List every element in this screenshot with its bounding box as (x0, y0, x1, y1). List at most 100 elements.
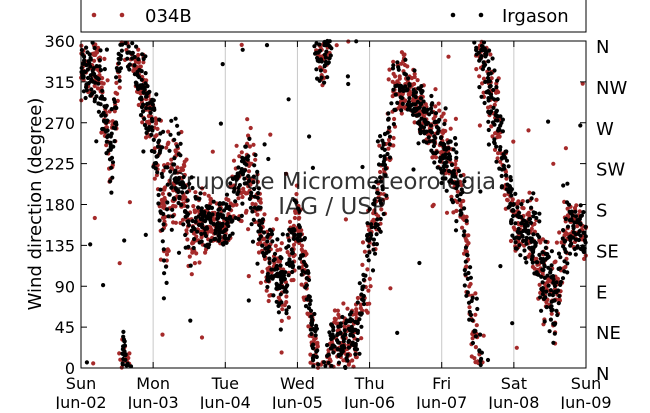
point-irgason (555, 312, 560, 318)
point-irgason (429, 110, 434, 115)
point-034b (147, 121, 152, 126)
point-irgason (88, 64, 93, 69)
point-irgason (100, 88, 105, 93)
point-irgason (355, 337, 360, 343)
point-irgason (79, 65, 84, 71)
point-irgason (152, 149, 157, 154)
point-034b (136, 102, 141, 108)
point-irgason (552, 331, 557, 336)
point-irgason (255, 195, 260, 200)
point-irgason (509, 221, 514, 226)
point-irgason (441, 141, 446, 146)
point-irgason (83, 95, 88, 101)
point-irgason (325, 42, 330, 47)
point-irgason (157, 117, 162, 122)
point-irgason (121, 344, 126, 349)
point-034b (240, 194, 245, 200)
point-irgason (240, 47, 245, 52)
point-034b (160, 332, 165, 337)
point-irgason (418, 102, 424, 107)
point-irgason (325, 353, 330, 358)
point-irgason (217, 202, 222, 207)
point-irgason (380, 138, 385, 143)
point-irgason (508, 178, 514, 183)
point-irgason (395, 60, 400, 65)
point-irgason (183, 209, 188, 214)
point-irgason (571, 230, 576, 235)
point-irgason (568, 238, 573, 243)
point-034b (504, 176, 509, 181)
point-irgason (192, 237, 197, 242)
point-irgason (151, 137, 156, 142)
point-irgason (463, 245, 469, 250)
point-irgason (413, 102, 418, 107)
point-irgason (300, 269, 305, 274)
point-034b (323, 69, 328, 74)
point-irgason (546, 283, 551, 288)
legend-marker-034b (91, 12, 97, 18)
point-irgason (110, 144, 115, 149)
point-034b (279, 241, 284, 246)
point-irgason (518, 253, 523, 258)
point-irgason (193, 194, 198, 200)
point-irgason (287, 227, 292, 232)
point-irgason (537, 219, 542, 224)
point-034b (502, 193, 507, 198)
point-irgason (322, 360, 327, 365)
point-irgason (331, 328, 336, 333)
point-034b (199, 335, 205, 340)
x-tick-label-day: Tue (211, 374, 239, 393)
point-irgason (422, 117, 427, 122)
point-irgason (149, 99, 154, 104)
point-irgason (89, 77, 94, 82)
point-irgason (552, 283, 558, 289)
point-034b (282, 303, 287, 308)
point-034b (275, 248, 280, 253)
point-irgason (567, 251, 573, 256)
point-irgason (365, 237, 370, 242)
point-irgason (329, 46, 334, 51)
point-034b (386, 77, 391, 82)
point-irgason (454, 150, 459, 155)
point-irgason (346, 345, 352, 350)
point-034b (399, 111, 404, 116)
point-irgason (486, 66, 492, 71)
point-irgason (510, 213, 516, 219)
point-irgason (84, 45, 89, 50)
point-irgason (277, 301, 282, 306)
point-irgason (434, 150, 439, 155)
point-irgason (432, 160, 437, 165)
point-irgason (186, 219, 191, 224)
point-irgason (494, 85, 499, 90)
point-irgason (513, 191, 518, 196)
point-034b (244, 208, 249, 213)
point-irgason (199, 231, 204, 237)
point-irgason (494, 159, 499, 164)
point-irgason (92, 80, 98, 85)
point-034b (296, 216, 301, 221)
point-irgason (276, 310, 281, 315)
point-irgason (564, 200, 570, 205)
point-034b (167, 178, 172, 183)
point-irgason (367, 250, 372, 255)
point-irgason (297, 225, 302, 230)
point-irgason (365, 253, 370, 258)
point-irgason (348, 317, 353, 322)
point-irgason (450, 173, 455, 179)
point-irgason (419, 124, 424, 129)
point-irgason (285, 232, 290, 237)
point-irgason (236, 189, 241, 194)
point-irgason (561, 183, 566, 188)
point-irgason (290, 269, 295, 275)
point-irgason (175, 123, 180, 128)
point-034b (412, 71, 417, 77)
point-irgason (227, 206, 232, 212)
point-irgason (286, 305, 291, 310)
point-034b (489, 76, 494, 81)
point-irgason (286, 273, 291, 278)
point-irgason (250, 239, 256, 244)
point-irgason (318, 68, 323, 73)
point-irgason (492, 140, 497, 145)
point-034b (334, 43, 339, 48)
point-034b (264, 288, 269, 293)
